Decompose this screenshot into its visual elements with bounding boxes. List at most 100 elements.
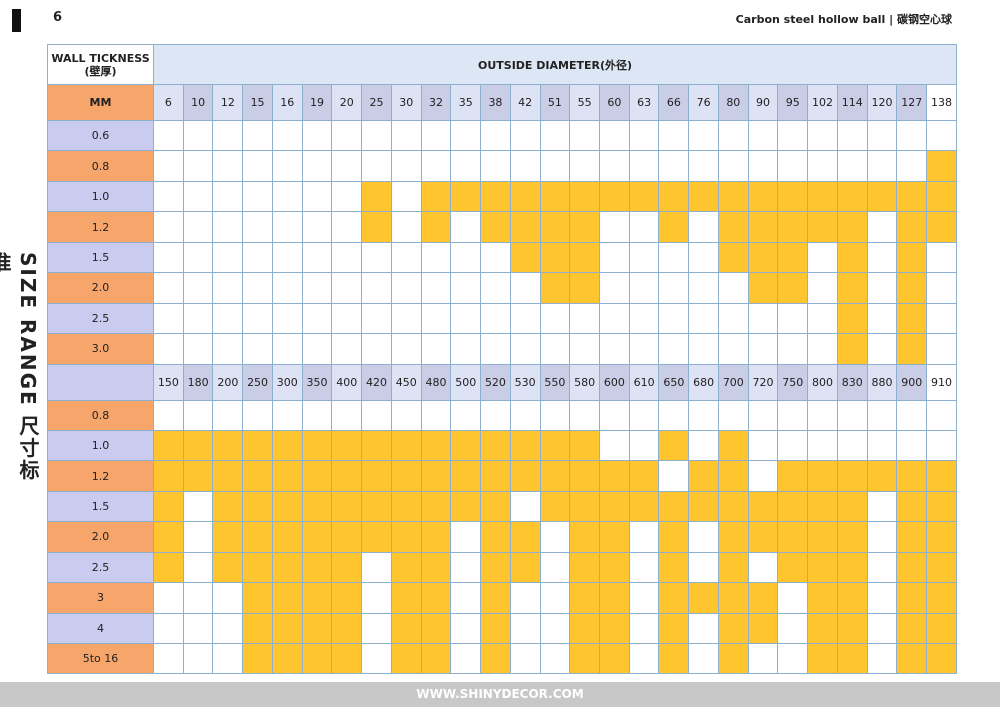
unavailable-size-cell: [450, 399, 482, 431]
available-size-cell: [271, 551, 303, 584]
available-size-cell: [480, 521, 511, 553]
available-size-cell: [361, 180, 392, 213]
available-size-cell: [807, 551, 838, 584]
available-size-cell: [480, 211, 511, 243]
unavailable-size-cell: [747, 119, 779, 152]
unavailable-size-cell: [182, 582, 214, 614]
available-size-cell: [539, 272, 571, 304]
unavailable-size-cell: [539, 333, 571, 365]
unavailable-size-cell: [926, 119, 957, 152]
thickness-label: 0.8: [47, 399, 154, 431]
available-size-cell: [628, 490, 660, 523]
unavailable-size-cell: [331, 302, 363, 335]
unavailable-size-cell: [153, 333, 184, 365]
available-size-cell: [509, 211, 541, 243]
unavailable-size-cell: [688, 333, 719, 365]
thickness-row: 1.0: [47, 180, 957, 213]
thickness-row: 2.0: [47, 521, 957, 553]
unavailable-size-cell: [747, 399, 779, 431]
unavailable-size-cell: [271, 241, 303, 274]
available-size-cell: [926, 582, 957, 614]
thickness-row: 3.0: [47, 333, 957, 365]
wall-thickness-header-label: WALL TICKNESS: [51, 51, 150, 65]
unavailable-size-cell: [182, 119, 214, 152]
thickness-label: 1.2: [47, 460, 154, 492]
available-size-cell: [777, 521, 809, 553]
available-size-cell: [717, 241, 749, 274]
unavailable-size-cell: [182, 333, 214, 365]
available-size-cell: [747, 582, 779, 614]
unavailable-size-cell: [628, 429, 660, 462]
unavailable-size-cell: [658, 302, 690, 335]
diameter-row: 150 180 200 250 300 350 400 420 450 480 500 520 530 5…: [47, 363, 957, 401]
available-size-cell: [420, 521, 452, 553]
unavailable-size-cell: [361, 241, 392, 274]
unavailable-size-cell: [182, 241, 214, 274]
unavailable-size-cell: [866, 241, 898, 274]
diameter-cell: 650: [658, 363, 690, 401]
available-size-cell: [599, 460, 630, 492]
unavailable-size-cell: [182, 302, 214, 335]
unavailable-size-cell: [212, 399, 244, 431]
unavailable-size-cell: [182, 150, 214, 182]
diameter-cell: 450: [390, 363, 422, 401]
unavailable-size-cell: [836, 150, 868, 182]
unavailable-size-cell: [450, 241, 482, 274]
unavailable-size-cell: [777, 429, 809, 462]
thickness-row: 2.5: [47, 302, 957, 335]
unavailable-size-cell: [390, 302, 422, 335]
unavailable-size-cell: [301, 302, 333, 335]
thickness-label: 1.5: [47, 241, 154, 274]
available-size-cell: [509, 521, 541, 553]
available-size-cell: [509, 241, 541, 274]
thickness-row: 0.8: [47, 150, 957, 182]
table-header-row: WALL TICKNESS (壁厚) OUTSIDE DIAMETER(外径): [47, 44, 957, 85]
unavailable-size-cell: [509, 119, 541, 152]
available-size-cell: [153, 551, 184, 584]
available-size-cell: [569, 582, 601, 614]
diameter-cell: 12: [212, 84, 244, 121]
diameter-cell: 25: [361, 84, 392, 121]
unavailable-size-cell: [807, 150, 838, 182]
unavailable-size-cell: [688, 642, 719, 675]
available-size-cell: [420, 582, 452, 614]
unavailable-size-cell: [509, 582, 541, 614]
available-size-cell: [836, 612, 868, 645]
unavailable-size-cell: [628, 551, 660, 584]
available-size-cell: [658, 521, 690, 553]
available-size-cell: [539, 211, 571, 243]
diameter-cell: 80: [717, 84, 749, 121]
unavailable-size-cell: [450, 272, 482, 304]
unavailable-size-cell: [509, 302, 541, 335]
unavailable-size-cell: [747, 302, 779, 335]
unavailable-size-cell: [242, 399, 273, 431]
unavailable-size-cell: [539, 582, 571, 614]
available-size-cell: [450, 490, 482, 523]
unavailable-size-cell: [331, 150, 363, 182]
unavailable-size-cell: [153, 119, 184, 152]
unavailable-size-cell: [271, 272, 303, 304]
unavailable-size-cell: [390, 180, 422, 213]
available-size-cell: [658, 612, 690, 645]
available-size-cell: [807, 180, 838, 213]
available-size-cell: [153, 521, 184, 553]
available-size-cell: [509, 460, 541, 492]
unavailable-size-cell: [301, 272, 333, 304]
available-size-cell: [807, 521, 838, 553]
available-size-cell: [717, 490, 749, 523]
unavailable-size-cell: [599, 302, 630, 335]
unavailable-size-cell: [153, 150, 184, 182]
unavailable-size-cell: [539, 521, 571, 553]
available-size-cell: [717, 551, 749, 584]
unavailable-size-cell: [896, 399, 928, 431]
available-size-cell: [539, 429, 571, 462]
unavailable-size-cell: [361, 551, 392, 584]
unavailable-size-cell: [480, 333, 511, 365]
available-size-cell: [658, 490, 690, 523]
available-size-cell: [896, 302, 928, 335]
unavailable-size-cell: [153, 241, 184, 274]
thickness-row: 1.5: [47, 241, 957, 274]
available-size-cell: [420, 180, 452, 213]
available-size-cell: [747, 490, 779, 523]
available-size-cell: [599, 521, 630, 553]
